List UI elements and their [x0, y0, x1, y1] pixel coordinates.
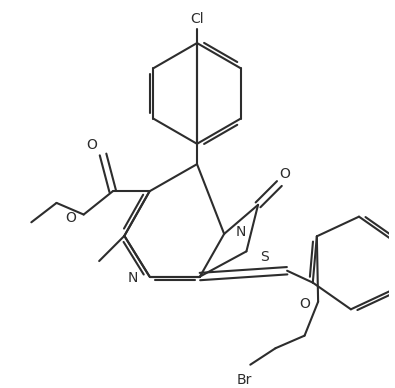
Text: O: O: [87, 138, 97, 152]
Text: Cl: Cl: [190, 12, 204, 26]
Text: Br: Br: [237, 373, 252, 387]
Text: O: O: [280, 167, 291, 181]
Text: S: S: [260, 250, 269, 264]
Text: O: O: [299, 297, 310, 311]
Text: O: O: [65, 211, 76, 225]
Text: N: N: [128, 272, 138, 286]
Text: N: N: [236, 225, 246, 239]
